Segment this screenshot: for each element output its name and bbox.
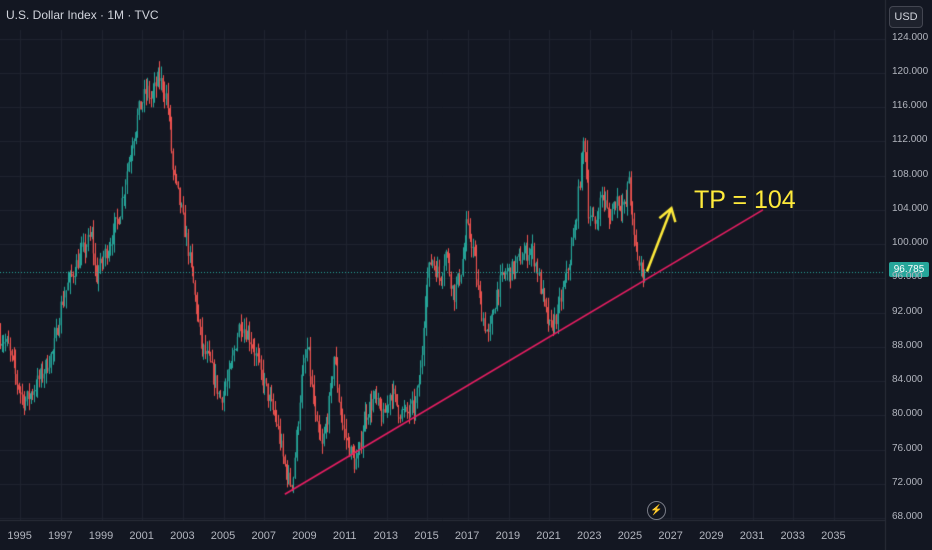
- y-tick-label: 116.000: [892, 100, 928, 112]
- x-tick-label: 2001: [129, 530, 154, 542]
- x-tick-label: 2027: [658, 530, 683, 542]
- y-tick-label: 96.000: [892, 271, 923, 283]
- x-tick-label: 2017: [454, 530, 480, 542]
- y-tick-label: 112.000: [892, 134, 928, 146]
- x-tick-label: 2005: [210, 530, 236, 542]
- x-tick-label: 2023: [577, 530, 602, 542]
- y-tick-label: 100.000: [892, 237, 929, 249]
- x-tick-label: 2003: [170, 530, 195, 542]
- x-tick-label: 1997: [48, 530, 73, 542]
- y-tick-label: 72.000: [892, 477, 923, 489]
- x-tick-label: 2015: [414, 530, 439, 542]
- y-tick-label: 124.000: [892, 31, 929, 43]
- x-tick-label: 2035: [821, 530, 846, 542]
- y-tick-label: 84.000: [892, 374, 923, 386]
- currency-button[interactable]: USD: [889, 6, 923, 28]
- y-tick-label: 68.000: [892, 511, 923, 523]
- y-tick-label: 80.000: [892, 408, 923, 420]
- x-tick-label: 2011: [332, 530, 357, 542]
- y-tick-label: 108.000: [892, 168, 929, 180]
- chart-title: U.S. Dollar Index · 1M · TVC: [6, 8, 159, 22]
- x-tick-label: 2019: [495, 530, 521, 542]
- x-tick-label: 2009: [292, 530, 317, 542]
- take-profit-annotation: TP = 104: [694, 186, 796, 214]
- lightning-icon[interactable]: ⚡: [647, 501, 666, 520]
- y-tick-label: 104.000: [892, 202, 929, 214]
- x-tick-label: 2007: [251, 530, 276, 542]
- x-tick-label: 2029: [699, 530, 724, 542]
- x-tick-label: 2031: [739, 530, 765, 542]
- x-tick-label: 2013: [373, 530, 399, 542]
- x-tick-label: 2033: [780, 530, 805, 542]
- y-tick-label: 88.000: [892, 339, 923, 351]
- y-tick-label: 92.000: [892, 305, 923, 317]
- x-tick-label: 2021: [536, 530, 561, 542]
- x-tick-label: 2025: [617, 530, 643, 542]
- y-tick-label: 120.000: [892, 65, 929, 77]
- x-tick-label: 1999: [88, 530, 114, 542]
- y-tick-label: 76.000: [892, 442, 923, 454]
- x-tick-label: 1995: [7, 530, 32, 542]
- current-price-badge: 96.785: [889, 262, 929, 277]
